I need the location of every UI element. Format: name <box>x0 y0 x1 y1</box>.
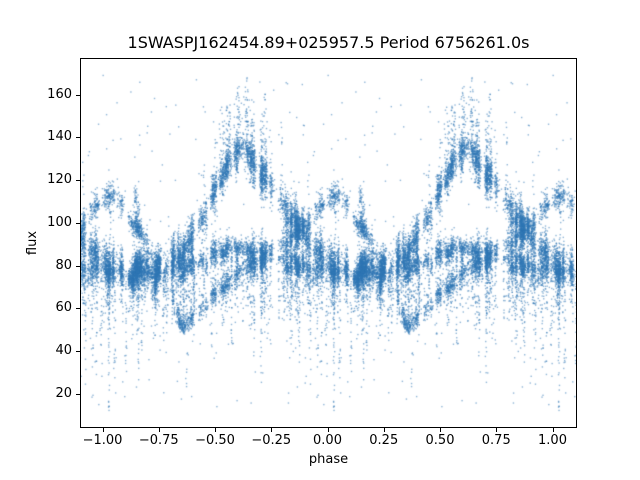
y-tick-mark <box>76 351 80 353</box>
y-tick-label: 140 <box>47 129 72 145</box>
y-tick-label: 160 <box>47 86 72 102</box>
y-tick-mark <box>76 308 80 310</box>
x-tick-label: 1.00 <box>538 433 567 448</box>
x-axis-label: phase <box>308 452 349 467</box>
x-tick-label: 0.50 <box>425 433 455 448</box>
x-tick-mark <box>552 428 554 432</box>
x-tick-label: −1.00 <box>82 433 123 448</box>
x-tick-mark <box>496 428 498 432</box>
x-tick-label: 0.75 <box>481 433 511 448</box>
x-tick-label: −0.75 <box>138 433 179 448</box>
x-tick-mark <box>271 428 273 432</box>
chart-title: 1SWASPJ162454.89+025957.5 Period 6756261… <box>127 33 530 52</box>
x-tick-mark <box>327 428 329 432</box>
x-tick-mark <box>102 428 104 432</box>
x-tick-label: −0.25 <box>251 433 292 448</box>
scatter-canvas <box>81 59 576 427</box>
y-tick-label: 100 <box>47 214 72 230</box>
y-tick-mark <box>76 180 80 182</box>
x-tick-mark <box>215 428 216 432</box>
x-tick-mark <box>440 428 441 432</box>
y-tick-mark <box>76 222 80 224</box>
x-tick-label: 0.25 <box>369 433 399 448</box>
x-tick-label: −0.50 <box>195 433 235 448</box>
x-tick-mark <box>383 428 385 432</box>
y-tick-label: 60 <box>55 300 72 316</box>
y-tick-mark <box>76 137 80 139</box>
y-tick-label: 120 <box>47 172 72 188</box>
x-tick-mark <box>158 428 160 432</box>
y-axis-label: flux <box>25 230 40 256</box>
y-tick-mark <box>76 265 80 267</box>
x-tick-label: 0.00 <box>313 433 342 448</box>
y-tick-label: 20 <box>55 385 72 401</box>
y-tick-label: 80 <box>55 257 72 273</box>
plot-area <box>80 58 577 428</box>
y-tick-label: 40 <box>55 343 72 359</box>
y-tick-mark <box>76 94 80 96</box>
y-tick-mark <box>76 393 80 395</box>
